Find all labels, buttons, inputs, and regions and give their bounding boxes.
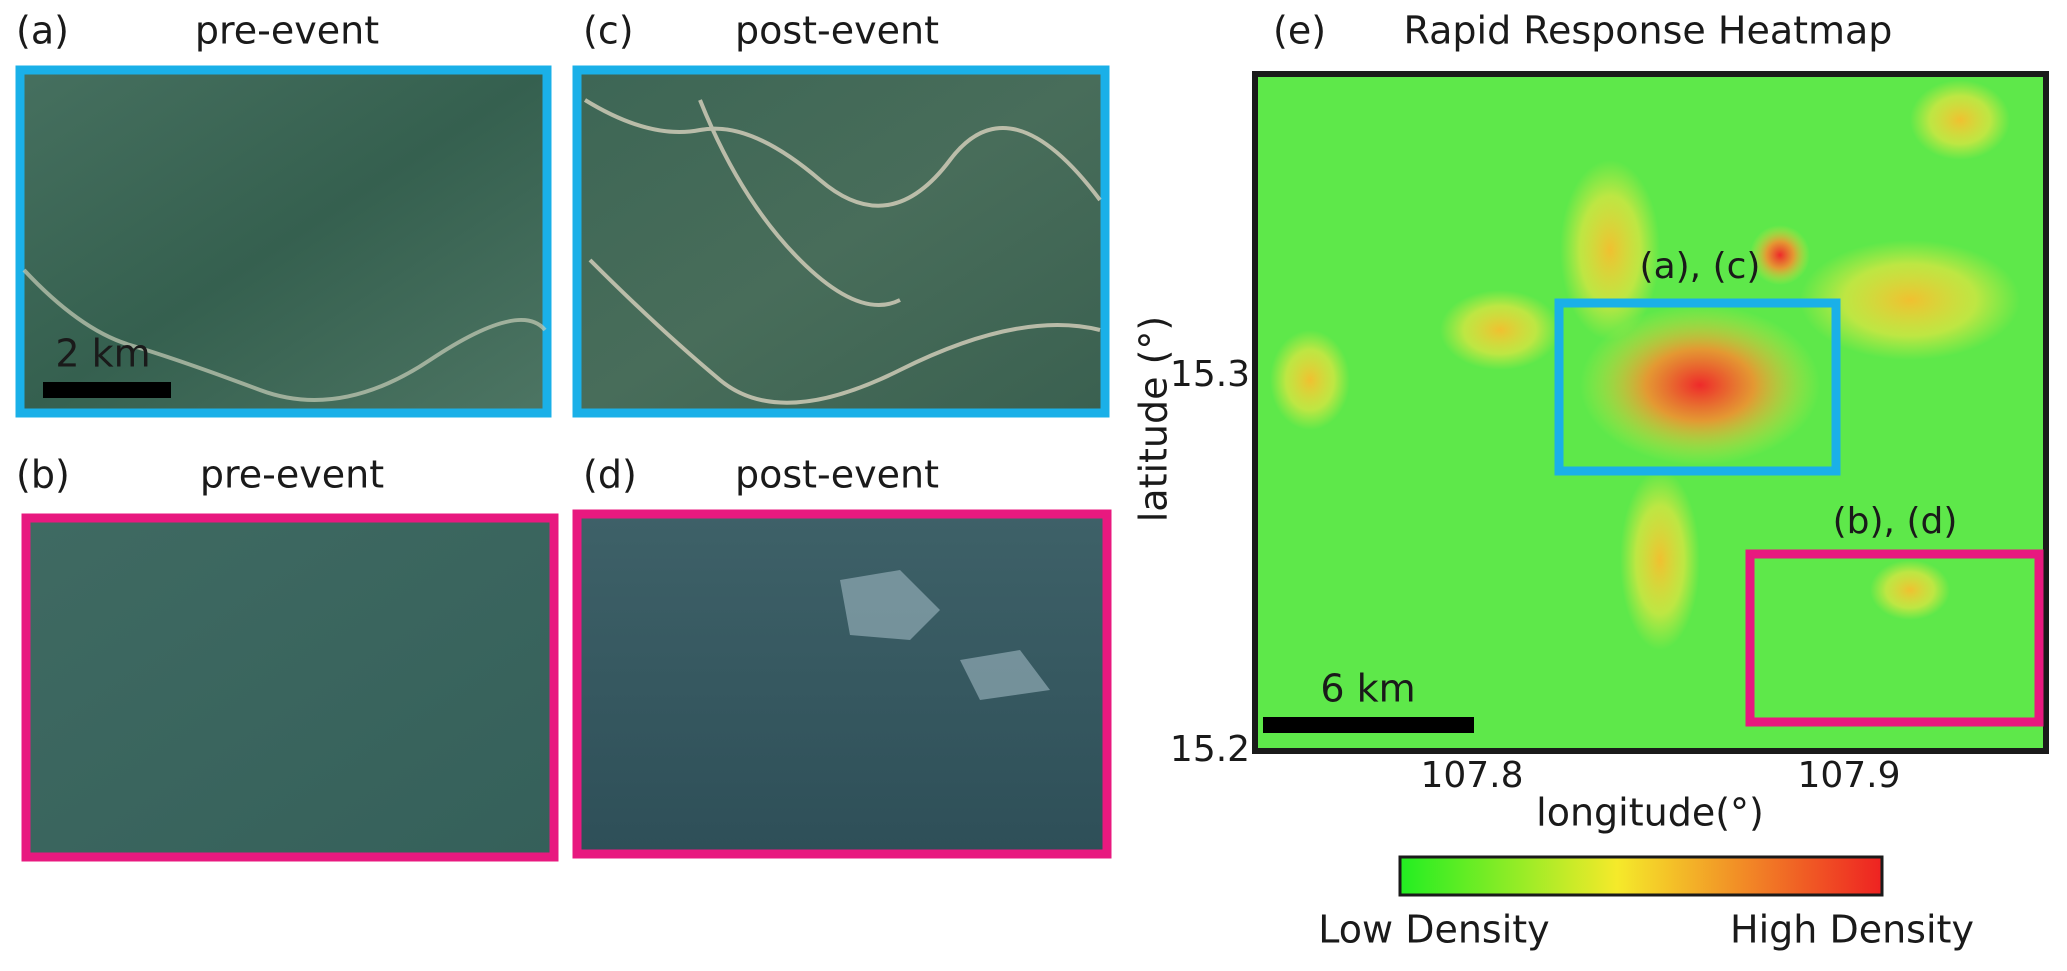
panel-label: (a) [16,9,69,53]
image-pre-event [21,513,559,862]
panel-title: pre-event [200,453,384,497]
image-pre-event [15,65,552,418]
region-label: (b), (d) [1833,501,1958,542]
image-post-event [572,65,1110,418]
river [22,268,547,402]
panel-title: post-event [735,9,939,53]
y-tick-label: 15.3 [1170,354,1250,395]
panel-title: pre-event [195,9,379,53]
colorbar [1398,855,1884,897]
landslide-scars [583,98,1102,405]
panel-title: post-event [735,453,939,497]
scale-bar [43,382,171,398]
panel-label: (b) [16,453,70,497]
colorbar-label: High Density [1730,908,1974,952]
region-box [1554,298,1841,476]
x-tick-label: 107.8 [1420,755,1523,796]
x-axis-label: longitude(°) [1536,791,1764,835]
heatmap-hotspots [1270,80,2020,650]
panel-label: (c) [583,9,634,53]
heatmap-title: Rapid Response Heatmap [1404,9,1893,53]
y-tick-label: 15.2 [1170,729,1250,770]
heatmap-frame [1252,71,2049,754]
scale-bar-label: 6 km [1320,667,1415,711]
cloud [840,570,1050,700]
region-box [1745,549,2044,727]
region-label: (a), (c) [1640,246,1761,287]
colorbar-label: Low Density [1318,908,1549,952]
scale-bar-label: 2 km [55,332,150,376]
panel-label: (e) [1273,9,1326,53]
x-tick-label: 107.9 [1797,755,1900,796]
panel-label: (d) [583,453,637,497]
y-axis-label: latitude (°) [1132,316,1176,523]
scale-bar [1263,717,1474,733]
